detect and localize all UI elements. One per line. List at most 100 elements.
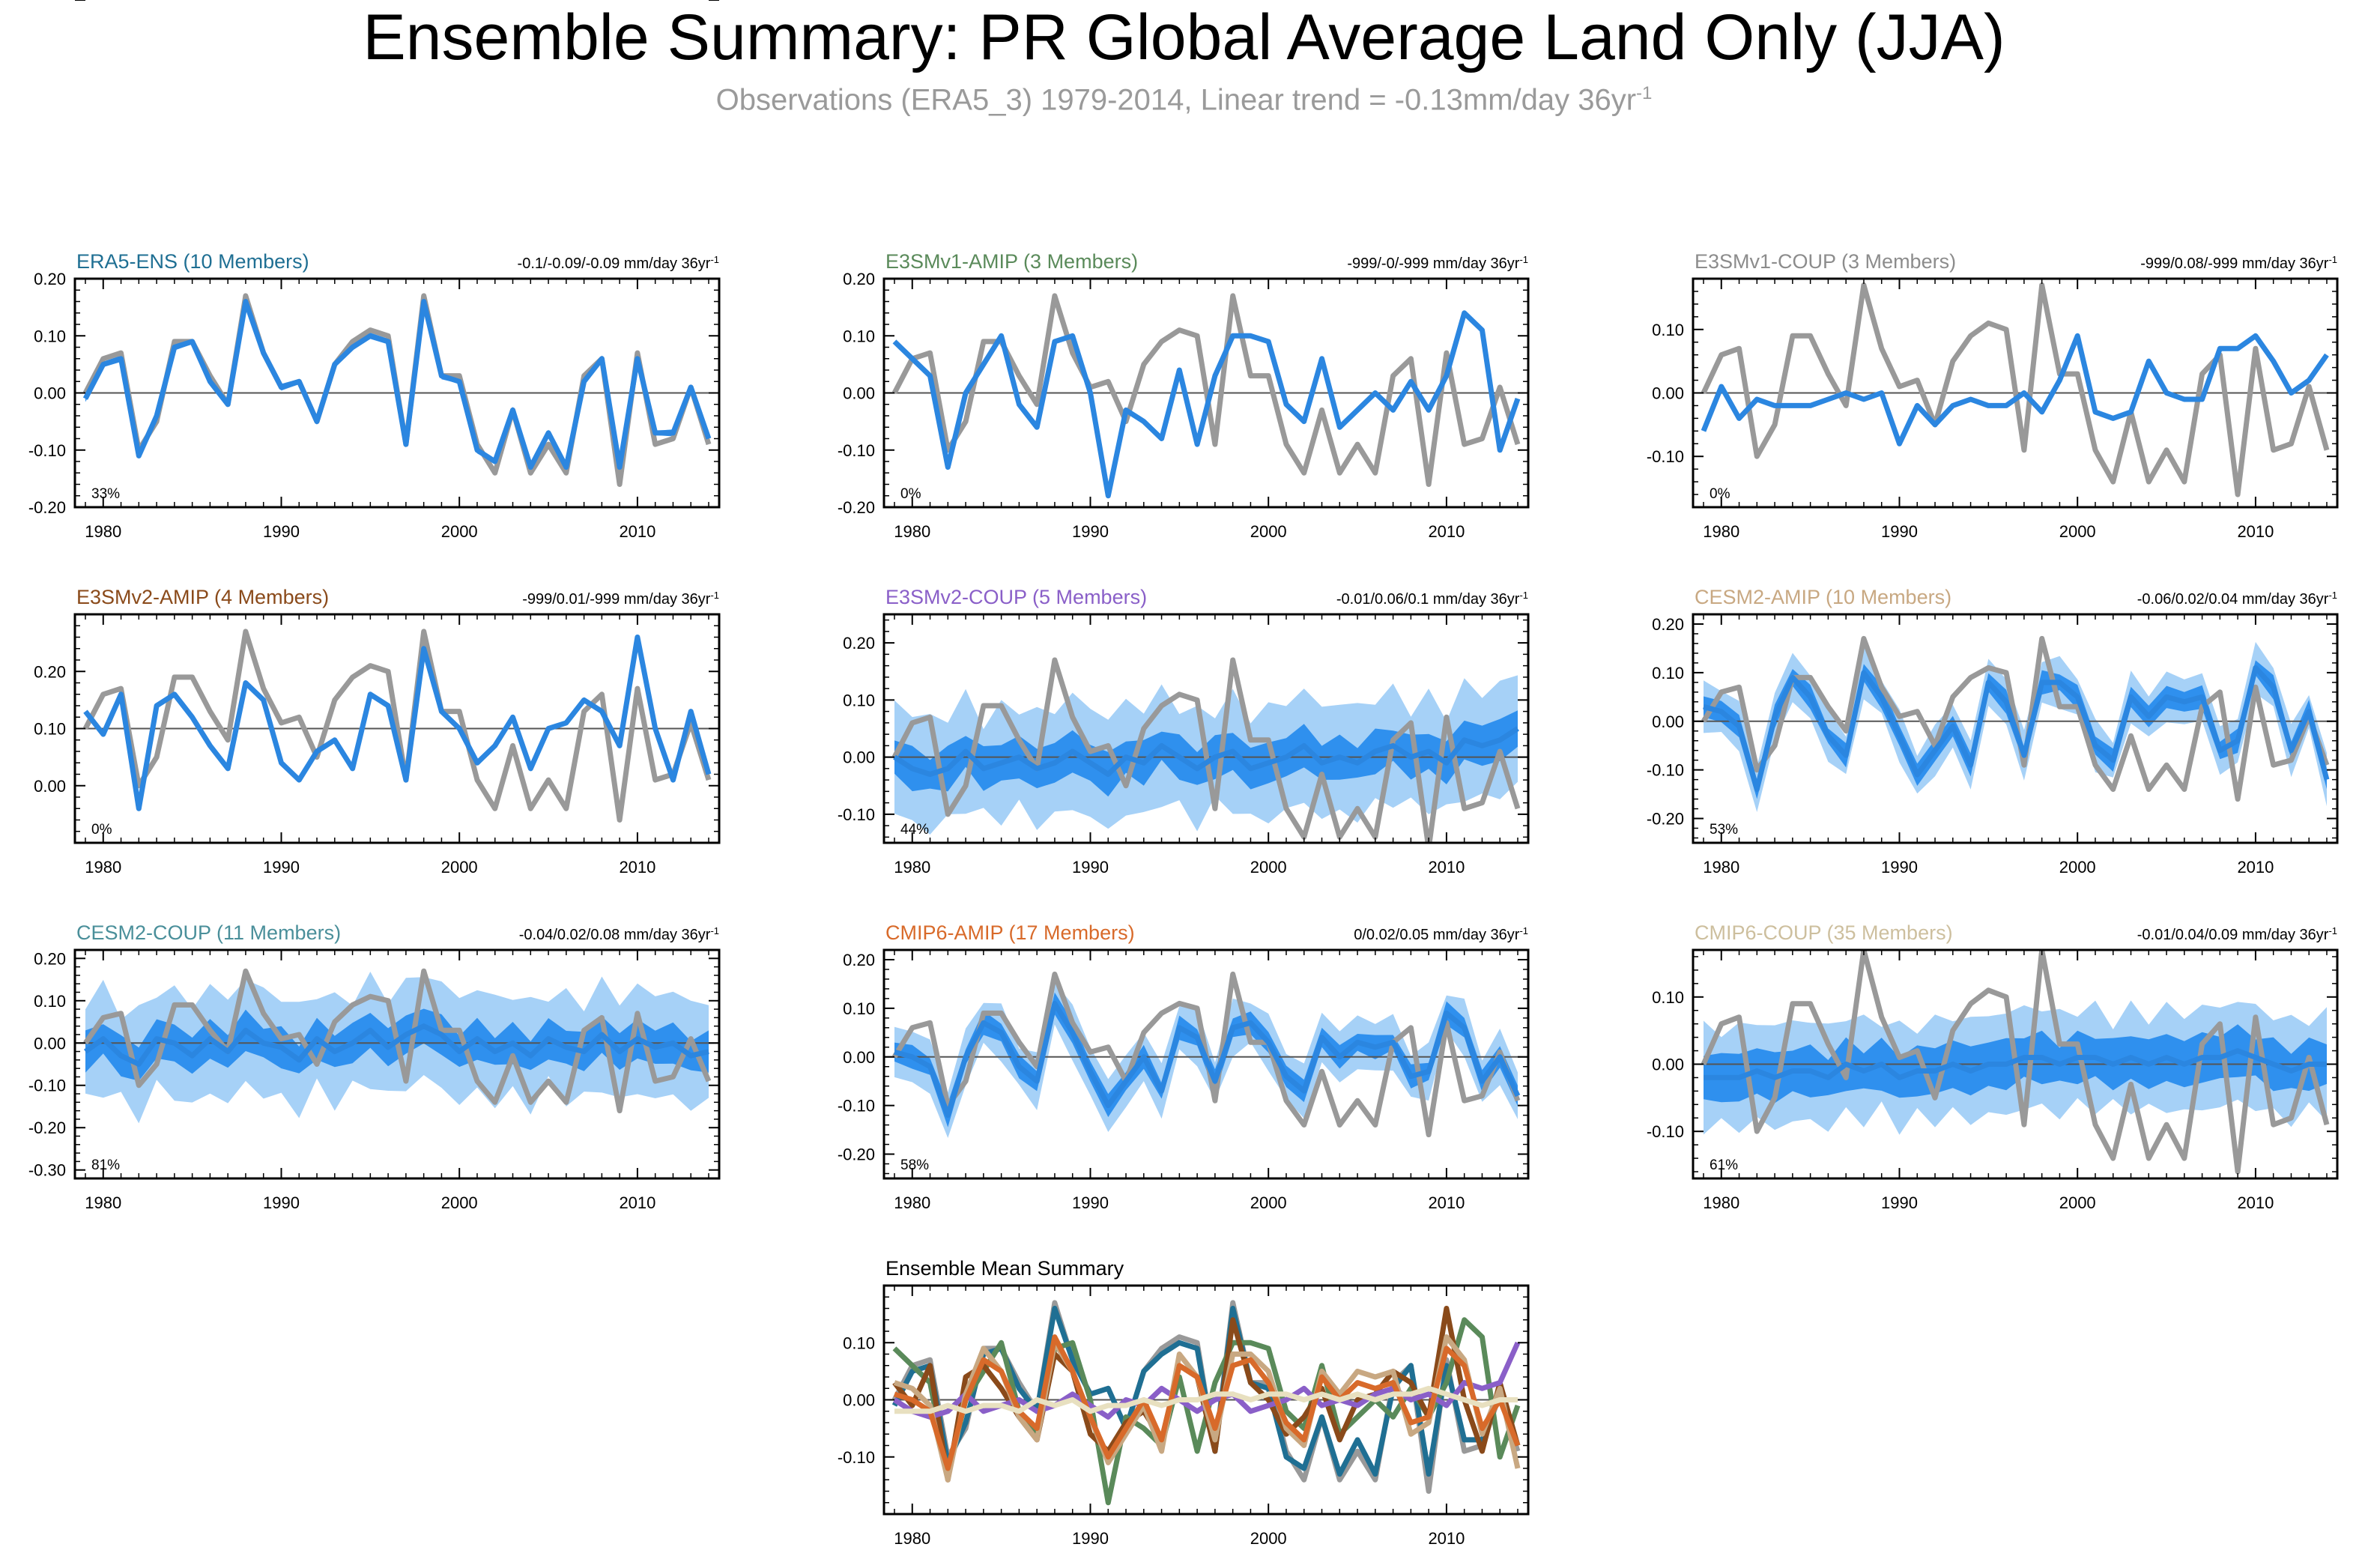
panel-e3smv1-coup: E3SMv1-COUP (3 Members) -999/0.08/-999 mm… (1647, 250, 2339, 541)
y-tick-label: 0.10 (34, 992, 66, 1011)
series-line-cmip6-amip (893, 1334, 1521, 1471)
y-tick-label: 0.00 (1652, 712, 1684, 731)
x-tick-label: 2000 (441, 1193, 478, 1212)
plot-area (75, 629, 719, 823)
x-tick-label: 1990 (1072, 1193, 1109, 1212)
ensemble-mean-line (1703, 665, 2330, 793)
x-tick-label: 2010 (619, 1193, 655, 1212)
observation-line (891, 293, 1521, 487)
x-tick-label: 2000 (2059, 858, 2096, 877)
y-tick-label: -0.20 (838, 498, 875, 517)
y-tick-label: 0.10 (34, 327, 66, 345)
x-tick-label: 2010 (2237, 1193, 2274, 1212)
y-tick-label: -0.10 (28, 0, 66, 4)
y-tick-label: 0.00 (843, 384, 875, 403)
panel-cesm2-coup: CESM2-COUP (11 Members) -0.04/0.02/0.08 m… (28, 921, 721, 1212)
panel-trend-text: 0/0.02/0.05 mm/day 36yr-1 (1354, 925, 1528, 944)
x-tick-label: 1980 (85, 522, 121, 541)
panel-e3smv2-amip: E3SMv2-AMIP (4 Members) -999/0.01/-999 mm… (28, 0, 721, 877)
trend-superscript: -1 (2328, 925, 2337, 936)
panel-trend-text: -0.06/0.02/0.04 mm/day 36yr-1 (2137, 590, 2337, 608)
panel-percent: 0% (1710, 486, 1730, 502)
x-tick-label: 2010 (619, 858, 655, 877)
panel-title: CESM2-COUP (11 Members) (76, 921, 341, 944)
ensemble-mean-line (83, 635, 712, 811)
y-tick-label: 0.20 (1652, 615, 1684, 634)
y-tick-label: -0.10 (28, 1077, 66, 1095)
y-tick-label: 0.10 (843, 327, 875, 345)
y-tick-label: 0.10 (1652, 321, 1684, 339)
trend-value: -0.1/-0.09/-0.09 mm/day 36yr (518, 255, 711, 272)
trend-value: -0.04/0.02/0.08 mm/day 36yr (519, 927, 711, 943)
panel-e3smv1-amip: E3SMv1-AMIP (3 Members) -999/-0/-999 mm/d… (838, 250, 1530, 541)
panel-trend-text: -999/-0/-999 mm/day 36yr-1 (1347, 254, 1528, 273)
y-tick-label: -0.10 (838, 1097, 875, 1116)
panel-frame (73, 948, 721, 1180)
y-tick-label: 0.00 (843, 1391, 875, 1410)
x-tick-label: 1990 (1881, 1193, 1918, 1212)
y-tick-label: 0.00 (34, 1034, 66, 1053)
plot-area (884, 293, 1528, 499)
panel-percent: 44% (900, 822, 929, 838)
y-tick-label: -0.10 (838, 805, 875, 824)
y-tick-label: 0.10 (843, 999, 875, 1018)
x-tick-label: 1990 (263, 1193, 300, 1212)
ensemble-mean-line (83, 1023, 709, 1067)
y-tick-label: 0.10 (1652, 664, 1684, 682)
trend-superscript: -1 (1519, 254, 1528, 265)
y-tick-label: 0.00 (1652, 1056, 1684, 1074)
figure-title: Ensemble Summary: PR Global Average Land… (363, 1, 2005, 73)
y-tick-label: 0.20 (34, 949, 66, 968)
trend-superscript: -1 (710, 254, 719, 265)
x-tick-label: 1980 (894, 522, 930, 541)
y-tick-label: 0.00 (843, 1048, 875, 1067)
panel-cmip6-amip: CMIP6-AMIP (17 Members) 0/0.02/0.05 mm/da… (838, 921, 1530, 1212)
observation-line (1701, 282, 2330, 497)
observation-line (82, 629, 712, 823)
y-tick-label: 0.10 (1652, 988, 1684, 1007)
y-tick-label: -0.10 (838, 441, 875, 460)
ensemble-mean-line (892, 310, 1521, 499)
ensemble-mean-line (894, 1000, 1521, 1119)
x-tick-label: 2000 (1250, 522, 1287, 541)
trend-superscript: -1 (710, 925, 719, 936)
panel-era5-ens: ERA5-ENS (10 Members) -0.1/-0.09/-0.09 mm… (28, 250, 721, 541)
y-tick-label: 0.10 (843, 1334, 875, 1352)
panel-e3smv2-coup: E3SMv2-COUP (5 Members) -0.01/0.06/0.1 mm… (838, 586, 1530, 877)
plot-area (1693, 950, 2337, 1175)
panel-trend-text: -999/0.01/-999 mm/day 36yr-1 (522, 590, 719, 608)
x-tick-label: 1990 (1881, 522, 1918, 541)
y-tick-label: 0.10 (843, 691, 875, 709)
panel-title: E3SMv1-AMIP (3 Members) (885, 250, 1138, 273)
trend-value: -999/0.08/-999 mm/day 36yr (2140, 255, 2329, 272)
x-tick-label: 2010 (1428, 1529, 1465, 1548)
y-tick-label: -0.30 (28, 1161, 66, 1180)
x-tick-label: 1980 (1703, 1193, 1739, 1212)
panel-cmip6-coup: CMIP6-COUP (35 Members) -0.01/0.04/0.09 m… (1647, 921, 2339, 1212)
x-tick-label: 1980 (894, 1529, 930, 1548)
y-tick-label: 0.20 (843, 270, 875, 288)
y-tick-label: -0.20 (28, 0, 66, 4)
x-tick-label: 2000 (441, 858, 478, 877)
y-tick-label: -0.20 (28, 1119, 66, 1137)
panel-percent: 33% (91, 486, 120, 502)
x-tick-label: 1990 (1072, 858, 1109, 877)
y-tick-label: -0.10 (1647, 761, 1684, 780)
trend-value: -999/0.01/-999 mm/day 36yr (522, 591, 711, 608)
subtitle-text: Observations (ERA5_3) 1979-2014, Linear … (715, 83, 1637, 117)
plot-area (884, 1300, 1528, 1506)
plot-area (1693, 282, 2337, 497)
plot-area (884, 657, 1528, 843)
x-tick-label: 2010 (1428, 858, 1465, 877)
panel-percent: 53% (1710, 822, 1738, 838)
ensemble-mean-line (1704, 1048, 2327, 1080)
panel-trend-text: -0.01/0.04/0.09 mm/day 36yr-1 (2137, 925, 2337, 944)
trend-superscript: -1 (2328, 590, 2337, 601)
panel-percent: 81% (91, 1157, 120, 1173)
panel-title: CMIP6-AMIP (17 Members) (885, 921, 1135, 944)
y-tick-label: 0.20 (34, 662, 66, 681)
panel-title: CESM2-AMIP (10 Members) (1695, 586, 1951, 608)
figure-subtitle: Observations (ERA5_3) 1979-2014, Linear … (0, 75, 2368, 118)
plot-area (884, 971, 1528, 1138)
x-tick-label: 2010 (2237, 522, 2274, 541)
